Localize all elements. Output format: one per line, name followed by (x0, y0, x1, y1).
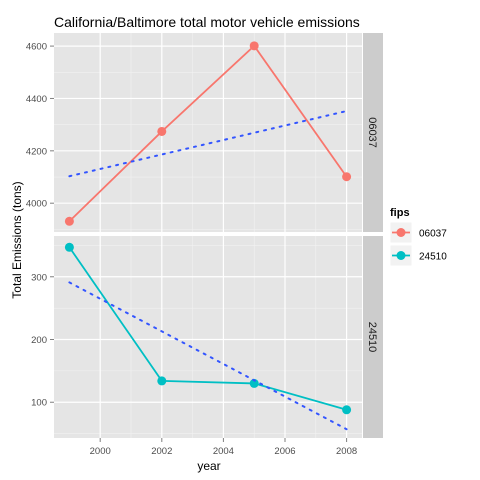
series-line-06037 (68, 44, 348, 222)
panel-06037: 4000 4200 4400 4600 06037 (26, 33, 383, 232)
data-point (249, 378, 259, 388)
trend-line (68, 110, 348, 178)
chart-title: California/Baltimore total motor vehicle… (54, 14, 360, 30)
legend-point (396, 251, 406, 260)
y-tick-label: 4000 (26, 199, 47, 210)
data-point (342, 172, 352, 182)
series-line-24510 (68, 246, 347, 411)
facet-strip (363, 33, 383, 232)
y-tick-label: 200 (31, 335, 47, 346)
x-tick-label: 2000 (90, 446, 111, 457)
data-point (64, 216, 74, 226)
panel-background (54, 236, 362, 438)
data-point (342, 405, 352, 415)
data-point (157, 376, 167, 386)
x-tick-label: 2008 (336, 446, 357, 457)
legend-title: fips (390, 207, 410, 219)
y-tick-label: 4400 (26, 94, 47, 105)
facet-strip (363, 236, 383, 438)
y-tick-label: 4600 (26, 42, 47, 53)
facet-strip-label: 24510 (366, 322, 378, 353)
facet-strip-label: 06037 (366, 117, 378, 148)
data-point (249, 41, 259, 51)
legend-point (396, 228, 406, 237)
y-tick-label: 4200 (26, 146, 47, 157)
y-axis-label: Total Emissions (tons) (10, 181, 24, 298)
x-axis-label: year (197, 459, 220, 473)
legend-label: 06037 (419, 229, 447, 240)
panel-24510: 100 200 300 24510 (31, 236, 383, 438)
data-point (157, 126, 167, 136)
legend-label: 24510 (419, 252, 447, 263)
panel-background (54, 33, 362, 232)
x-tick-label: 2004 (213, 446, 234, 457)
x-tick-label: 2006 (274, 446, 295, 457)
data-point (64, 242, 74, 252)
y-tick-label: 100 (31, 398, 47, 409)
x-tick-label: 2002 (151, 446, 172, 457)
y-tick-label: 300 (31, 272, 47, 283)
